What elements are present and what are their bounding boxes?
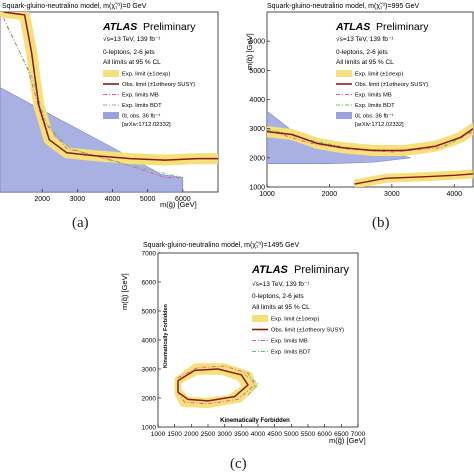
b-xtick-label: 2000 [322,191,338,198]
c-legend-label: Exp. limit (±1σexp) [271,317,319,323]
b-ytick-label: 6000 [249,39,265,46]
b-legend-label: 0L obs. 36 fb⁻¹ [355,114,393,120]
c-ytick-label: 7000 [142,251,157,258]
c-xtick-label: 4000 [251,431,266,438]
a-xtick-label: 3000 [70,196,86,203]
c-bdt-limit-line [244,374,259,396]
c-ytick-label: 4000 [142,338,157,345]
a-legend-label: Obs. limit (±1σtheory SUSY) [122,82,195,88]
chart-a-atlas-sub: Preliminary [143,21,196,33]
a-prev-limit-area [0,12,184,192]
chart-c-ylabel: m(q̃) [GeV] [120,273,129,310]
b-xtick-label: 1000 [259,191,275,198]
a-legend-swatch-fill [103,112,119,119]
chart-a-xlabel: m(g̃) [GeV] [160,200,197,209]
chart-c-legend: Exp. limit (±1σexp) Obs. limit (±1σtheory… [252,315,344,356]
a-mb-limit-line [3,17,183,178]
chart-a-selection: 0-leptons, 2-6 jets [103,49,155,56]
chart-b-atlas-sub: Preliminary [376,21,429,33]
b-xtick-label: 3000 [384,191,400,198]
c-xtick-label: 7000 [351,431,366,438]
a-obs-limit-line [3,12,218,161]
chart-a-legend: Exp. limit (±1σexp) Obs. limit (±1σtheory… [103,70,195,128]
chart-b-atlas-label: ATLAS [335,21,370,33]
chart-c-caption: (c) [230,456,247,472]
c-xtick-label: 1000 [151,431,166,438]
c-xtick-label: 3500 [234,431,249,438]
chart-b-legend: Exp. limit (±1σexp) Obs. limit (±1σtheory… [336,70,428,128]
c-xtick-label: 5500 [301,431,316,438]
chart-c-forbidden-vertical: Kinematically Forbidden [163,303,169,368]
b-ytick-label: 4000 [249,97,265,104]
a-legend-label: Exp. limits MB [122,93,159,99]
a-xtick-label: 2000 [34,196,50,203]
b-ytick-label: 3000 [249,126,265,133]
b-legend-swatch-band [336,70,352,77]
c-xtick-label: 4500 [267,431,282,438]
chart-c-xlabel: m(g̃) [GeV] [329,436,366,445]
chart-b-cl: All limits at 95 % CL [336,59,394,66]
b-ytick-label: 2000 [249,155,265,162]
a-legend-label: [arXiv:1712.02332] [122,122,171,128]
b-ytick-label: 1000 [249,185,265,192]
chart-c-atlas-sub: Preliminary [294,264,350,276]
a-xtick-label: 5000 [140,196,156,203]
c-xtick-label: 5000 [284,431,299,438]
b-legend-label: [arXiv:1712.02332] [355,122,404,128]
chart-c-energy: √s=13 TeV, 139 fb⁻¹ [252,280,310,288]
c-ytick-label: 3000 [142,367,157,374]
c-ytick-label: 1000 [142,425,157,432]
c-exp-band-hole [181,374,242,398]
chart-b-ylabel: m(q̃) [GeV] [245,33,254,70]
c-ytick-label: 2000 [142,396,157,403]
chart-c-forbidden-horizontal: Kinematically Forbidden [220,418,290,424]
c-mb-limit-line [177,365,256,405]
c-ytick-label: 6000 [142,280,157,287]
c-legend-label: Exp. limits MB [271,339,308,345]
a-xtick-label: 4000 [105,196,121,203]
chart-a-atlas-label: ATLAS [102,21,137,33]
c-legend-label: Obs. limit (±1σtheory SUSY) [271,328,344,334]
c-xtick-label: 2500 [201,431,216,438]
b-obs-limit-line-lower [354,173,473,185]
chart-a-caption: (a) [72,215,89,231]
chart-c-cl: All limits at 95 % CL [252,304,310,311]
c-xtick-label: 1500 [167,431,182,438]
chart-c: Squark-gluino-neutralino model, m(χ̃₁⁰)=… [120,241,366,445]
chart-b-caption: (b) [372,215,390,231]
a-legend-label: Exp. limit (±1σexp) [122,72,170,78]
chart-b-energy: √s=13 TeV, 139 fb⁻¹ [336,35,394,43]
c-legend-swatch-band [252,315,268,322]
chart-b: Squark-gluino-neutralino model, m(χ̃₁⁰)=… [245,2,474,198]
b-legend-label: Exp. limit (±1σexp) [355,72,403,78]
chart-c-selection: 0-leptons, 2-6 jets [252,293,304,300]
c-xtick-label: 6000 [317,431,332,438]
c-obs-limit-line [177,368,249,402]
b-ytick-label: 5000 [249,68,265,75]
c-xtick-label: 2000 [184,431,199,438]
chart-c-atlas-label: ATLAS [251,264,289,276]
chart-a-title: Squark-gluino-neutralino model, m(χ̃₁⁰)=… [2,2,147,10]
a-legend-label: 0L obs. 36 fb⁻¹ [122,114,160,120]
a-legend-swatch-band [103,70,119,77]
chart-c-title: Squark-gluino-neutralino model, m(χ̃₁⁰)=… [143,241,299,249]
c-xtick-label: 6500 [334,431,349,438]
b-obs-limit-line [267,128,473,152]
b-xtick-label: 4000 [446,191,462,198]
c-legend-label: Exp. limits BDT [271,350,311,356]
a-legend-label: Exp. limits BDT [122,103,162,109]
a-bdt-limit-line [6,26,183,178]
chart-a: Squark-gluino-neutralino model, m(χ̃₁⁰)=… [0,2,219,209]
chart-b-selection: 0-leptons, 2-6 jets [336,49,388,56]
chart-a-energy: √s=13 TeV, 139 fb⁻¹ [103,35,161,43]
b-legend-label: Obs. limit (±1σtheory SUSY) [355,82,428,88]
c-xtick-label: 3000 [217,431,232,438]
b-legend-label: Exp. limits BDT [355,103,395,109]
b-legend-label: Exp. limits MB [355,93,392,99]
chart-b-title: Squark-gluino-neutralino model, m(χ̃₁⁰)=… [267,2,420,10]
a-xtick-label: 6000 [175,196,191,203]
chart-a-cl: All limits at 95 % CL [103,59,161,66]
c-ytick-label: 5000 [142,309,157,316]
b-legend-swatch-fill [336,112,352,119]
